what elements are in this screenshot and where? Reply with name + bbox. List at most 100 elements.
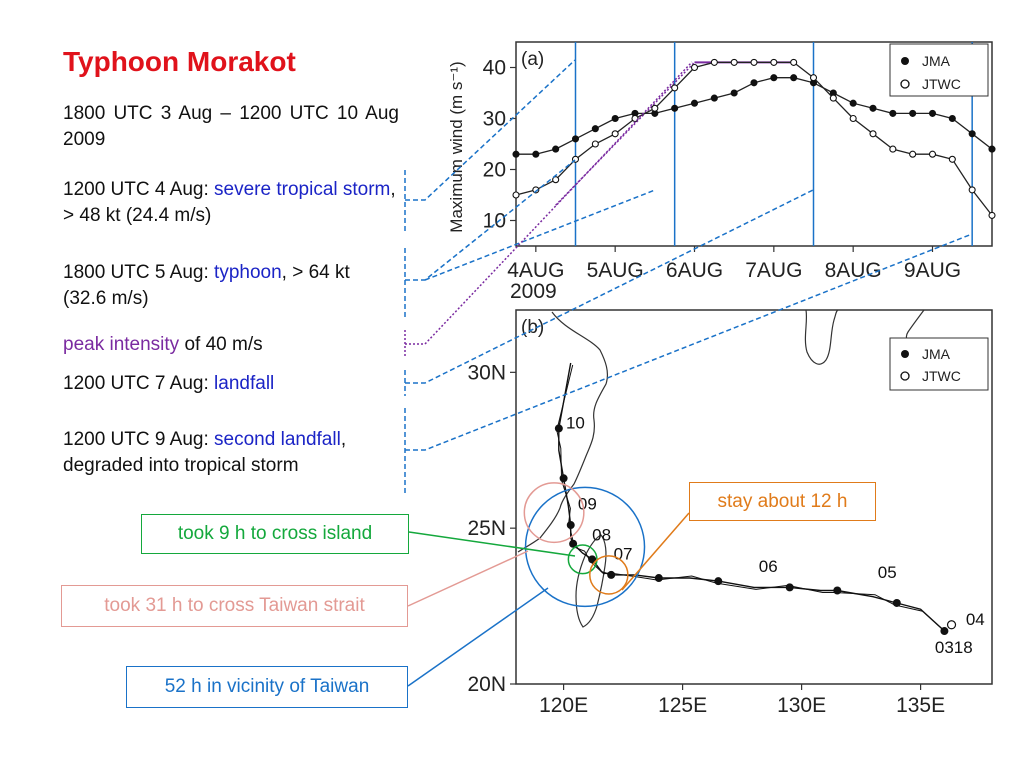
map-legend-jma-marker bbox=[901, 350, 909, 358]
series-jma-point bbox=[968, 130, 976, 138]
jtwc-start-point bbox=[946, 620, 957, 630]
vicinity-leader bbox=[407, 587, 549, 687]
series-jma-point bbox=[869, 104, 877, 112]
series-jtwc-point bbox=[651, 104, 659, 112]
event-highlight: peak intensity bbox=[63, 334, 180, 355]
wind-legend: JMA JTWC bbox=[889, 43, 989, 97]
track-point bbox=[554, 424, 563, 433]
series-jma-point bbox=[770, 74, 778, 82]
series-jtwc-point bbox=[889, 145, 897, 153]
track-day-label: 09 bbox=[578, 494, 597, 513]
event-highlight: typhoon bbox=[214, 262, 282, 283]
track-day-label: 05 bbox=[878, 563, 897, 582]
cross-strait-leader bbox=[407, 550, 529, 607]
series-jtwc-point bbox=[829, 94, 837, 102]
event-connectors bbox=[404, 59, 973, 687]
period-text: 1800 UTC 3 Aug – 1200 UTC 10 Aug 2009 bbox=[63, 103, 399, 150]
landfall-connector bbox=[404, 189, 814, 396]
event-highlight: second landfall bbox=[214, 429, 341, 450]
map-legend-box bbox=[889, 337, 989, 391]
track-day-label: 10 bbox=[566, 413, 585, 432]
series-jma-point bbox=[889, 109, 897, 117]
legend-jtwc-label: JTWC bbox=[922, 76, 961, 92]
jtwc-track-line bbox=[556, 364, 943, 630]
peak-intensity-connector bbox=[404, 61, 693, 358]
track-point bbox=[566, 521, 575, 530]
series-jma-point bbox=[591, 125, 599, 133]
map-legend-jma-label: JMA bbox=[922, 346, 951, 362]
track-point bbox=[785, 583, 794, 592]
series-jma-point bbox=[611, 114, 619, 123]
series-jma-point bbox=[571, 135, 580, 143]
event-severe-storm: 1200 UTC 4 Aug: severe tropical storm, >… bbox=[63, 177, 401, 229]
map-lat-tick-label: 20N bbox=[467, 673, 506, 696]
track-point bbox=[654, 574, 663, 583]
event-rest: , > 48 kt (24.4 m/s) bbox=[63, 179, 396, 226]
event-landfall: 1200 UTC 7 Aug: landfall bbox=[63, 371, 393, 397]
circle-vicinity bbox=[524, 486, 646, 608]
series-jtwc-point bbox=[849, 114, 857, 123]
coastline-outlines bbox=[517, 309, 925, 628]
map-legend-jtwc-label: JTWC bbox=[922, 368, 961, 384]
series-jtwc-point bbox=[671, 84, 679, 92]
track-point bbox=[588, 555, 597, 564]
series-jtwc-point bbox=[532, 186, 540, 194]
series-jma-point bbox=[988, 145, 996, 153]
track-map-chart: (b) 120E 125E 130E 135E 20N 25N 30N 0318 04 05 06… bbox=[467, 309, 993, 717]
map-lon-tick-label: 120E bbox=[539, 694, 588, 717]
track-point bbox=[892, 598, 901, 607]
track-point bbox=[714, 577, 723, 586]
track-day-label: 04 bbox=[966, 610, 985, 629]
wind-y-tick-label: 10 bbox=[483, 210, 506, 233]
series-jma-point bbox=[928, 109, 937, 117]
event-time: 1200 UTC 9 Aug: bbox=[63, 429, 209, 450]
series-jtwc-point bbox=[928, 150, 937, 158]
map-lon-tick-label: 130E bbox=[777, 694, 826, 717]
callout-stay: stay about 12 h bbox=[689, 482, 876, 521]
wind-y-axis-label: Maximum wind (m s⁻¹) bbox=[447, 61, 466, 232]
event-highlight: landfall bbox=[214, 373, 275, 394]
wind-x-tick-label: 8AUG bbox=[825, 259, 882, 282]
wind-plot-frame bbox=[515, 41, 993, 247]
peak-intensity-dotted-line bbox=[555, 61, 696, 206]
callout-vicinity: 52 h in vicinity of Taiwan bbox=[126, 666, 408, 708]
event-typhoon: 1800 UTC 5 Aug: typhoon, > 64 kt (32.6 m… bbox=[63, 260, 393, 312]
track-point bbox=[607, 570, 616, 579]
event-second-landfall: 1200 UTC 9 Aug: second landfall, degrade… bbox=[63, 427, 408, 479]
track-point bbox=[940, 627, 949, 636]
map-lat-tick-label: 25N bbox=[467, 517, 506, 540]
series-jtwc-point bbox=[869, 130, 877, 138]
map-lat-tick-label: 30N bbox=[467, 361, 506, 384]
wind-x-tick-label: 6AUG bbox=[666, 259, 723, 282]
korea-outline bbox=[804, 309, 839, 365]
series-jtwc-point bbox=[790, 58, 798, 66]
map-legend-jtwc-marker bbox=[900, 371, 910, 381]
series-jtwc-point bbox=[730, 58, 738, 66]
track-day-label: 0318 bbox=[935, 638, 973, 657]
series-jtwc-point bbox=[611, 130, 619, 138]
series-jma-point bbox=[948, 114, 956, 123]
series-jma-point bbox=[671, 104, 679, 112]
event-time: 1800 UTC 5 Aug: bbox=[63, 262, 209, 283]
series-jma-point bbox=[849, 99, 857, 107]
typhoon-connector bbox=[404, 159, 656, 318]
series-jtwc-point bbox=[809, 74, 818, 82]
track-day-label: 07 bbox=[614, 544, 633, 563]
series-jtwc-point bbox=[750, 58, 758, 66]
track-point bbox=[559, 474, 568, 483]
wind-y-tick-label: 20 bbox=[483, 159, 506, 182]
series-jtwc-point bbox=[909, 150, 917, 158]
series-jtwc-point bbox=[968, 186, 976, 194]
legend-jma-label: JMA bbox=[922, 53, 951, 69]
track-point bbox=[833, 586, 842, 595]
series-jtwc-point bbox=[552, 176, 560, 184]
series-jma-point bbox=[909, 109, 917, 117]
series-jma-point bbox=[730, 89, 738, 97]
series-jma-point bbox=[552, 145, 560, 153]
event-rest: of 40 m/s bbox=[179, 334, 263, 355]
series-jtwc-point bbox=[591, 140, 599, 148]
series-jma-point bbox=[710, 94, 718, 102]
series-jma-point bbox=[790, 74, 798, 82]
event-highlight: severe tropical storm bbox=[214, 179, 391, 200]
